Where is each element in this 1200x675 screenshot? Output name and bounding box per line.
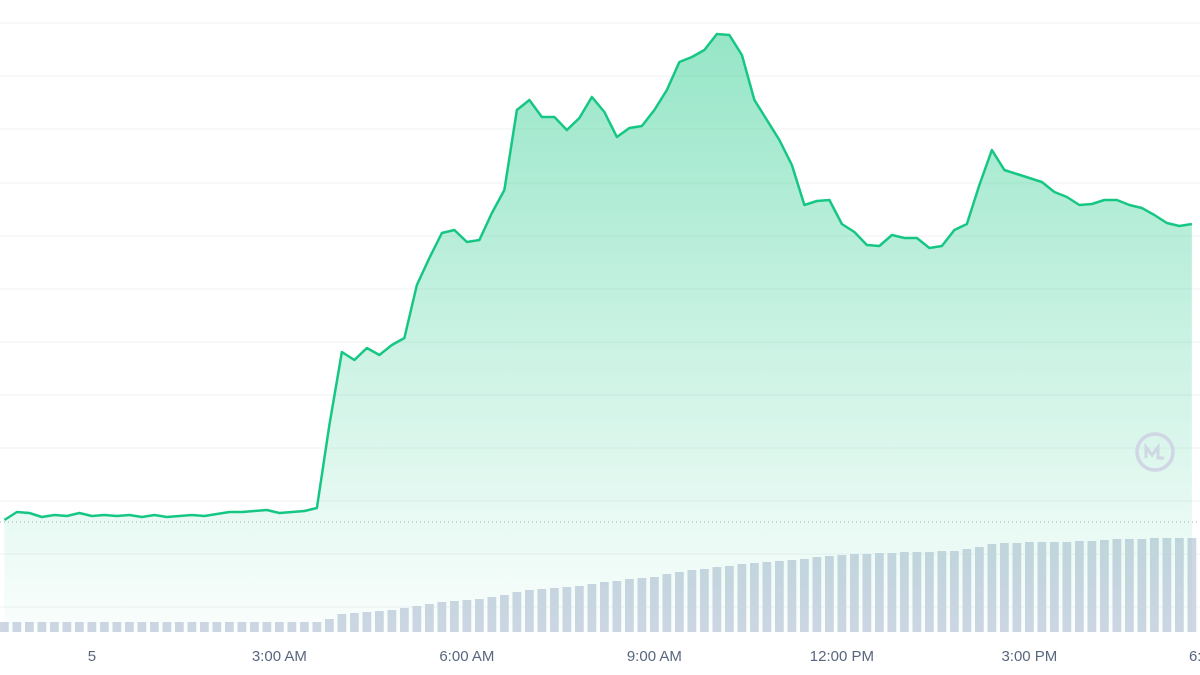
price-line [3, 32, 1193, 522]
area-group [0, 32, 1200, 632]
price-area [4, 34, 1192, 632]
volume-bar [0, 622, 9, 632]
x-tick-label: 6:00 AM [439, 648, 494, 665]
x-tick-label: 12:00 PM [810, 648, 874, 665]
watermark [1135, 432, 1175, 472]
x-tick-label: 5 [88, 648, 96, 665]
x-tick-label: 9:00 AM [627, 648, 682, 665]
x-tick-label: 6:00 PM [1189, 648, 1200, 665]
x-tick-label: 3:00 PM [1001, 648, 1057, 665]
x-tick-label: 3:00 AM [252, 648, 307, 665]
x-axis: 5 3:00 AM 6:00 AM 9:00 AM 12:00 PM 3:00 PM 6:0… [88, 648, 1200, 665]
